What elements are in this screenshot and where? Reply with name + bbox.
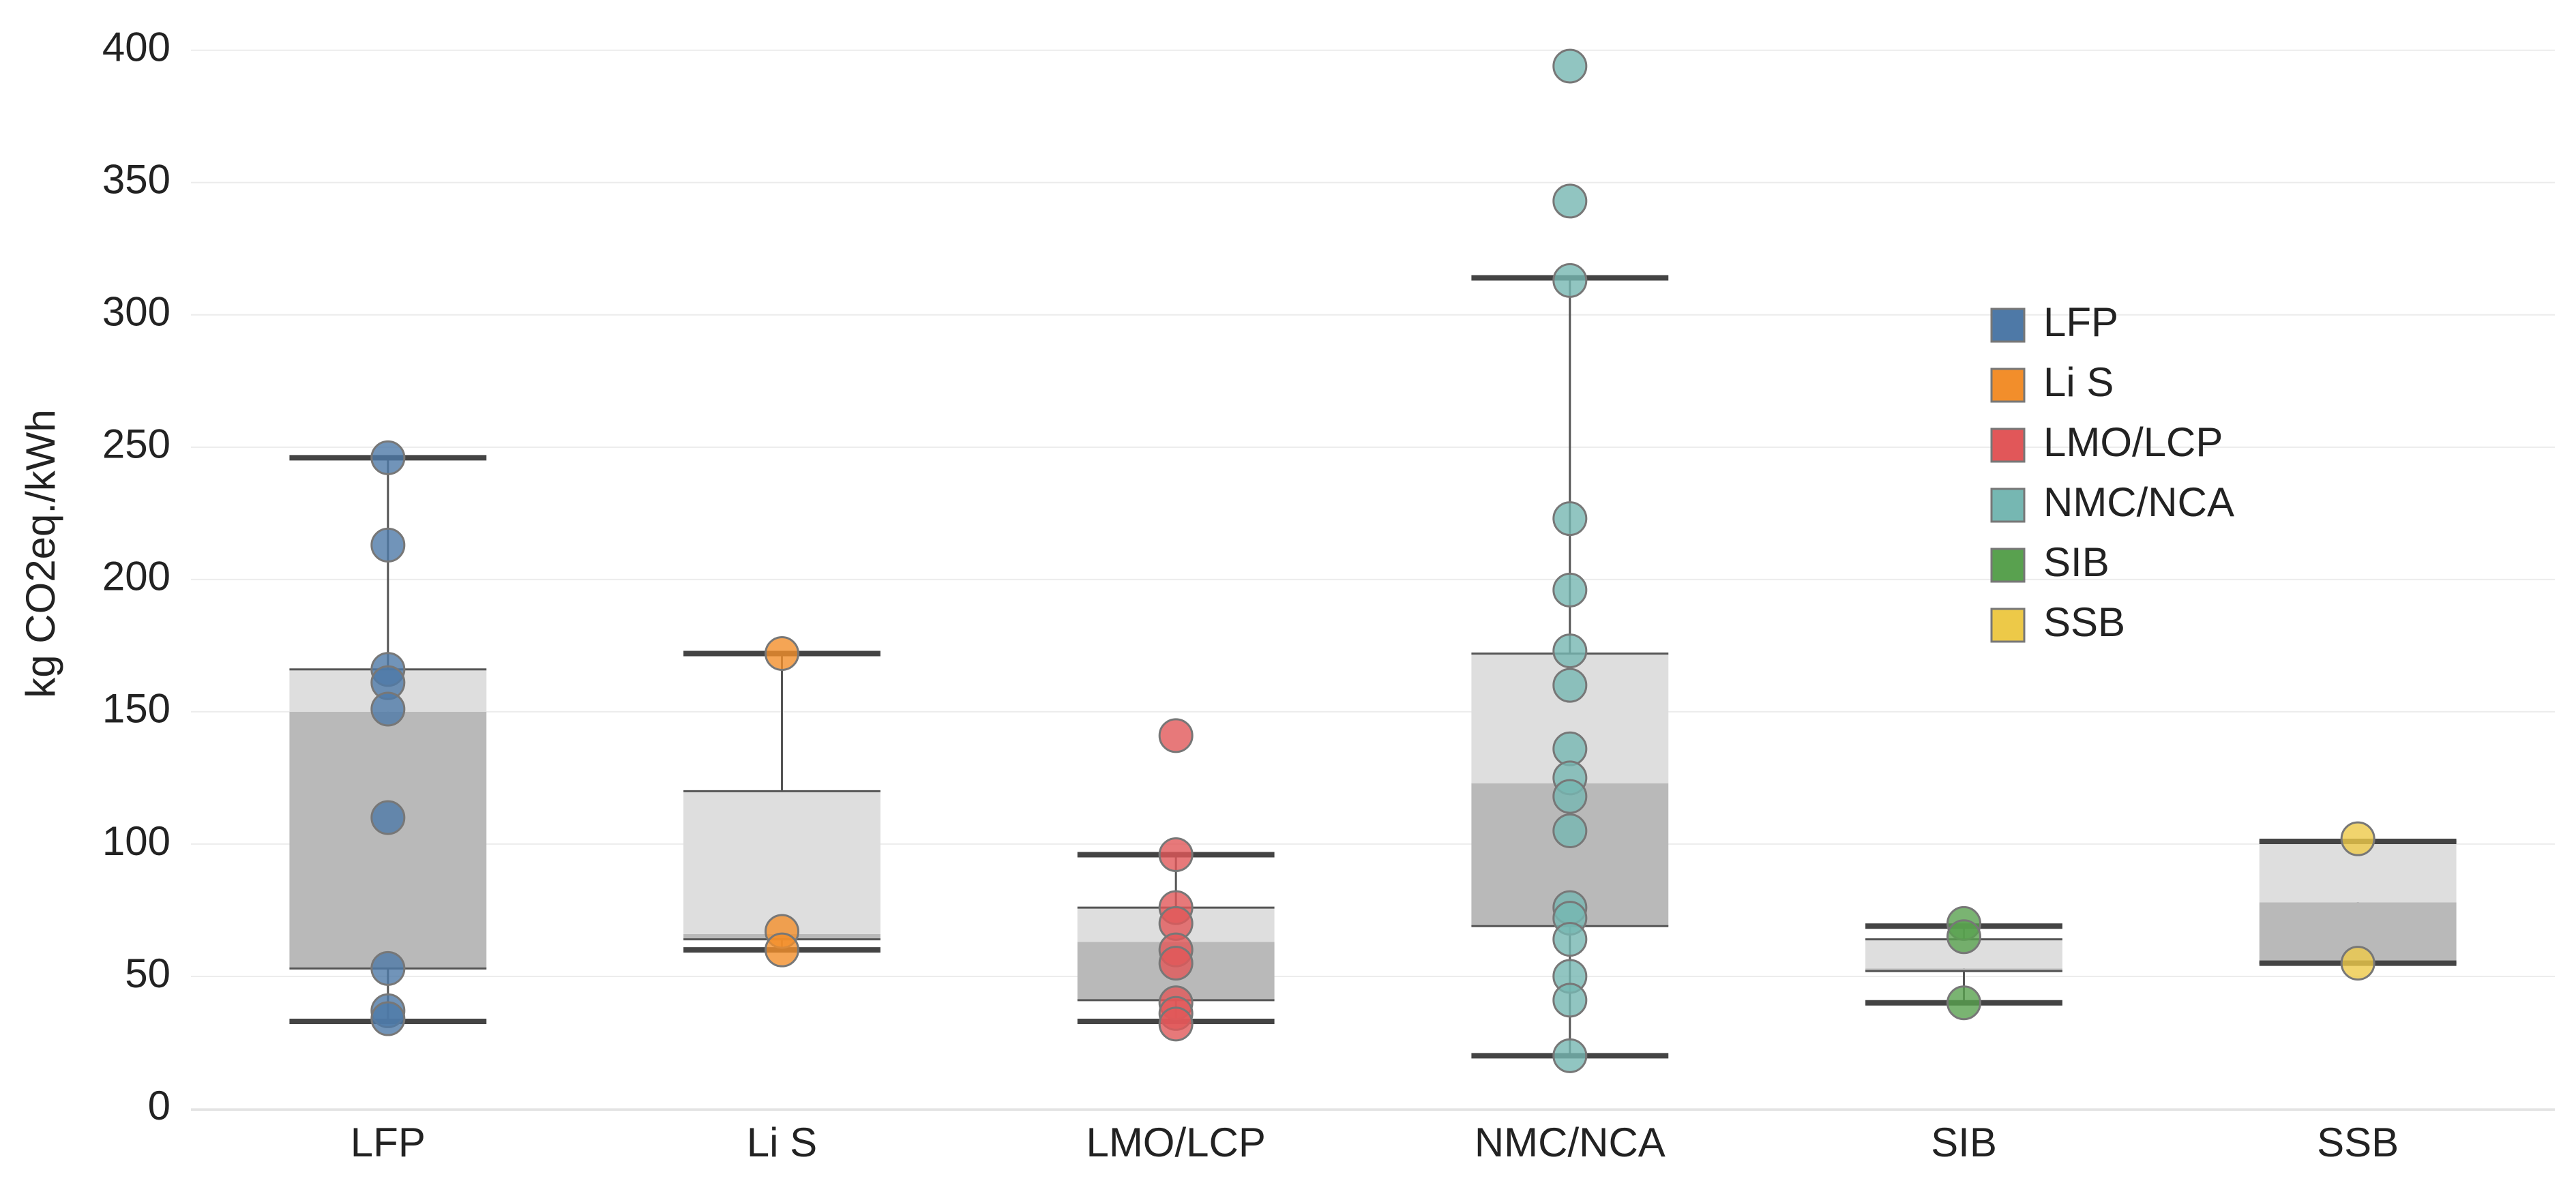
data-point bbox=[765, 636, 799, 672]
x-tick-label: SSB bbox=[2317, 1120, 2399, 1165]
legend-label: LMO/LCP bbox=[2043, 419, 2223, 465]
data-point bbox=[1552, 779, 1588, 814]
x-tick-label: LFP bbox=[351, 1120, 426, 1165]
data-point bbox=[1946, 919, 1981, 955]
data-point bbox=[1552, 633, 1588, 669]
box-lower bbox=[1865, 968, 2062, 972]
data-point bbox=[1552, 183, 1588, 219]
y-tick-label: 0 bbox=[148, 1083, 171, 1128]
box-upper bbox=[683, 791, 880, 934]
box-lower bbox=[289, 711, 487, 969]
legend-label: LFP bbox=[2043, 299, 2118, 345]
legend-label: NMC/NCA bbox=[2043, 479, 2234, 525]
data-point bbox=[2340, 821, 2375, 856]
y-tick-label: 200 bbox=[102, 554, 171, 599]
data-point bbox=[1158, 837, 1194, 872]
data-point bbox=[370, 1001, 406, 1036]
data-point bbox=[1552, 668, 1588, 703]
x-tick-label: SIB bbox=[1931, 1120, 1997, 1165]
legend-swatch bbox=[1990, 368, 2026, 403]
data-point bbox=[370, 691, 406, 727]
legend-label: SSB bbox=[2043, 599, 2125, 645]
data-point bbox=[1552, 922, 1588, 957]
data-point bbox=[1552, 501, 1588, 537]
data-point bbox=[1552, 731, 1588, 766]
legend-swatch bbox=[1990, 308, 2026, 343]
data-point bbox=[2340, 946, 2375, 981]
y-tick-label: 50 bbox=[125, 950, 171, 996]
data-point bbox=[370, 800, 406, 835]
y-tick-label: 150 bbox=[102, 686, 171, 732]
data-point bbox=[1552, 48, 1588, 84]
x-tick-label: LMO/LCP bbox=[1086, 1120, 1265, 1165]
y-tick-label: 250 bbox=[102, 421, 171, 467]
y-axis-title: kg CO2eq./kWh bbox=[18, 409, 63, 698]
y-tick-label: 300 bbox=[102, 289, 171, 335]
data-point bbox=[765, 932, 799, 968]
legend-swatch bbox=[1990, 488, 2026, 523]
legend-swatch bbox=[1990, 608, 2026, 643]
y-tick-label: 400 bbox=[102, 25, 171, 70]
data-point bbox=[1158, 946, 1194, 981]
data-point bbox=[1946, 985, 1981, 1021]
legend-swatch bbox=[1990, 548, 2026, 583]
data-point bbox=[1552, 983, 1588, 1018]
legend-label: Li S bbox=[2043, 359, 2114, 405]
y-tick-label: 350 bbox=[102, 157, 171, 203]
legend-label: SIB bbox=[2043, 539, 2109, 585]
data-point bbox=[1552, 1038, 1588, 1073]
legend-swatch bbox=[1990, 428, 2026, 463]
data-point bbox=[1158, 718, 1194, 753]
data-point bbox=[1552, 572, 1588, 608]
data-point bbox=[370, 950, 406, 986]
data-point bbox=[370, 527, 406, 563]
y-tick-label: 100 bbox=[102, 818, 171, 864]
data-point bbox=[1552, 263, 1588, 298]
data-point bbox=[1158, 1006, 1194, 1042]
data-point bbox=[370, 440, 406, 475]
data-point bbox=[1552, 813, 1588, 849]
x-tick-label: NMC/NCA bbox=[1475, 1120, 1665, 1165]
x-tick-label: Li S bbox=[747, 1120, 817, 1165]
